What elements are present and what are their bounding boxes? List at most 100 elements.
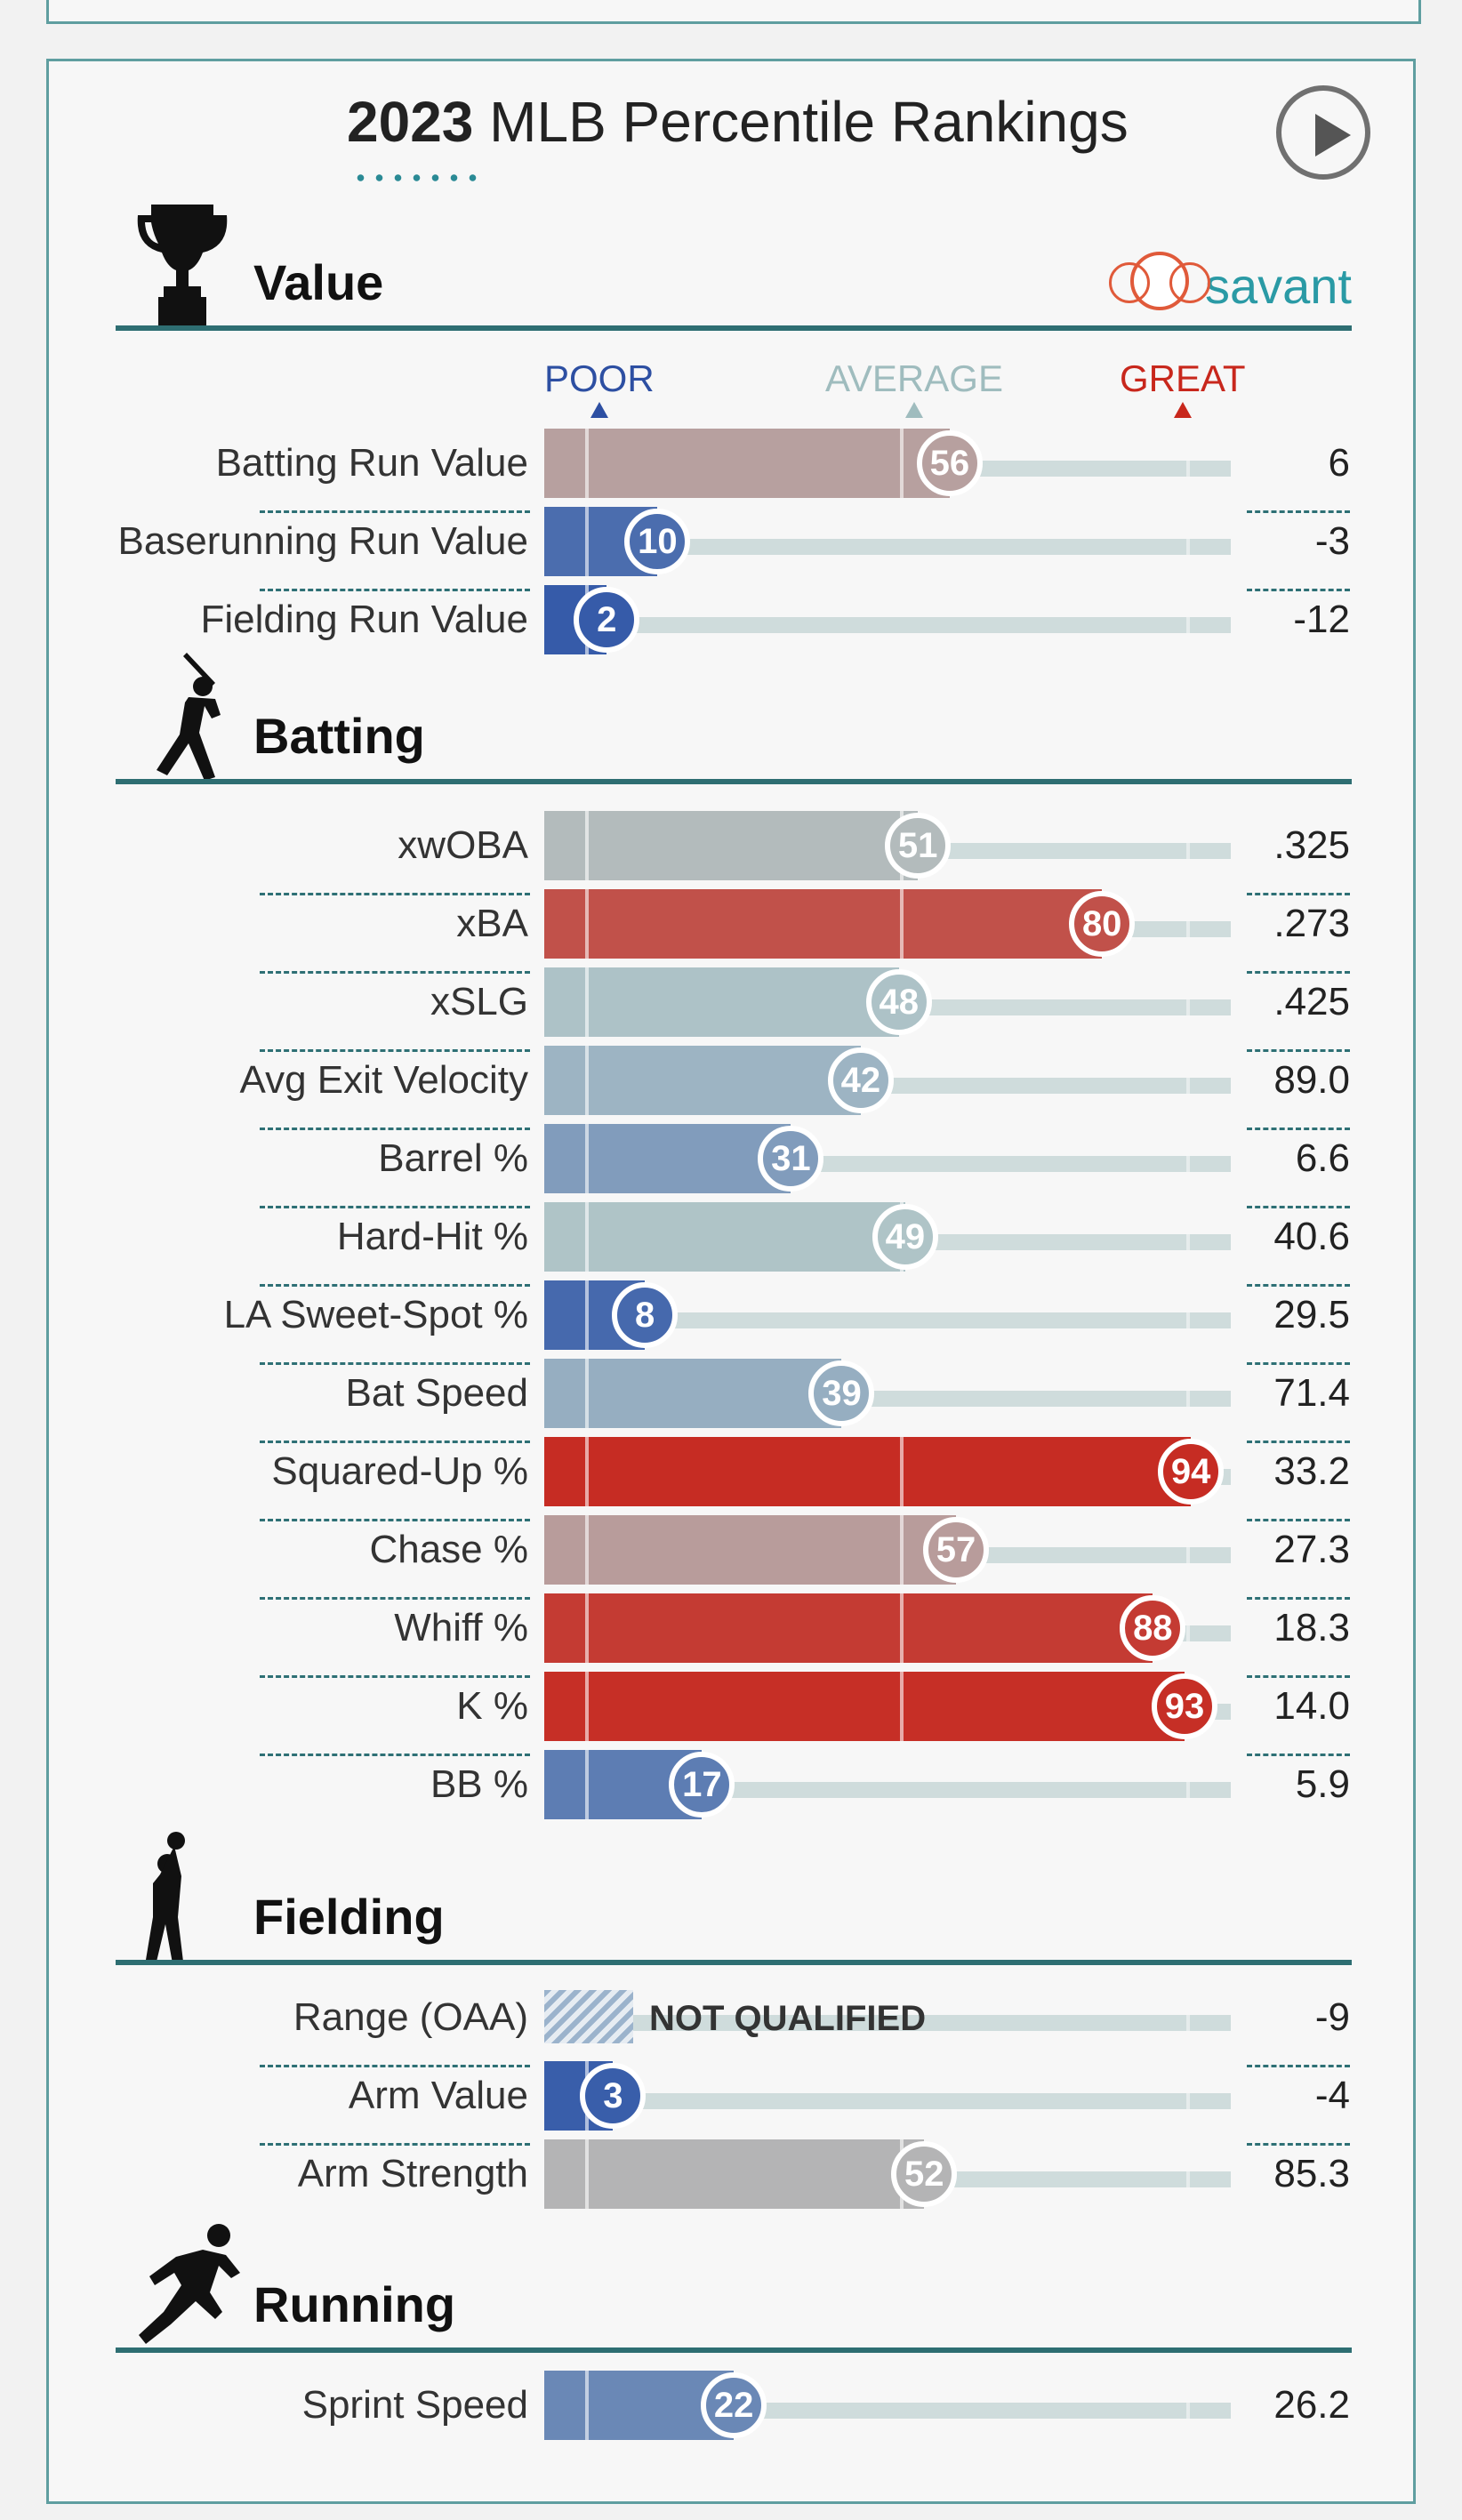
percentile-badge: 57	[922, 1517, 989, 1583]
percentile-track	[630, 1782, 1231, 1798]
metric-row[interactable]: Hard-Hit % 49 40.6	[0, 1202, 1462, 1287]
percentile-badge: 94	[1158, 1439, 1225, 1505]
previous-card	[46, 0, 1421, 24]
great-marker-icon	[1173, 402, 1192, 418]
row-divider	[1247, 971, 1350, 974]
great-tick	[1186, 461, 1190, 477]
poor-tick	[585, 1593, 589, 1663]
metric-row[interactable]: Barrel % 31 6.6	[0, 1124, 1462, 1208]
percentile-badge: 8	[612, 1282, 679, 1348]
great-tick	[1186, 1391, 1190, 1407]
section-rule	[116, 325, 1352, 331]
poor-tick	[585, 1359, 589, 1428]
row-divider	[1247, 1284, 1350, 1287]
savant-text: savant	[1205, 258, 1352, 314]
average-tick	[900, 429, 904, 498]
poor-tick	[585, 1672, 589, 1741]
section-rule	[116, 779, 1352, 784]
metric-name: Avg Exit Velocity	[239, 1058, 528, 1102]
row-divider	[260, 2143, 530, 2146]
metric-row[interactable]: xSLG 48 .425	[0, 967, 1462, 1052]
metric-name: Barrel %	[378, 1136, 528, 1180]
metric-row[interactable]: Sprint Speed 22 26.2	[0, 2371, 1462, 2449]
metric-row[interactable]: K % 93 14.0	[0, 1672, 1462, 1756]
percentile-bar	[544, 1437, 1192, 1506]
stat-value: 5.9	[1295, 1762, 1350, 1806]
row-divider	[260, 1284, 530, 1287]
metric-row[interactable]: Batting Run Value 56 6	[0, 429, 1462, 513]
row-divider	[260, 2065, 530, 2067]
percentile-badge: 17	[669, 1752, 735, 1818]
row-divider	[260, 510, 530, 513]
great-tick	[1186, 617, 1190, 633]
metric-row[interactable]: BB % 17 5.9	[0, 1750, 1462, 1828]
row-divider	[1247, 1206, 1350, 1208]
poor-tick	[585, 967, 589, 1037]
percentile-badge: 3	[580, 2063, 647, 2129]
metric-row[interactable]: xBA 80 .273	[0, 889, 1462, 974]
great-tick	[1186, 2093, 1190, 2109]
percentile-track	[630, 1312, 1231, 1328]
metric-row[interactable]: xwOBA 51 .325	[0, 811, 1462, 895]
poor-tick	[585, 1437, 589, 1506]
stat-value: -12	[1293, 598, 1350, 641]
stat-value: -9	[1314, 1995, 1350, 2039]
great-tick	[1186, 1782, 1190, 1798]
percentile-badge: 39	[808, 1360, 875, 1426]
poor-tick	[585, 1750, 589, 1819]
poor-tick	[585, 1280, 589, 1350]
scale-poor-label: POOR	[544, 357, 655, 418]
percentile-bar	[544, 1124, 791, 1193]
percentile-badge: 31	[758, 1126, 824, 1192]
great-tick	[1186, 1547, 1190, 1563]
metric-row[interactable]: Squared-Up % 94 33.2	[0, 1437, 1462, 1521]
percentile-bar	[544, 1515, 956, 1585]
poor-tick	[585, 1046, 589, 1115]
metric-row[interactable]: Arm Value 3 -4	[0, 2061, 1462, 2146]
metric-name: Baserunning Run Value	[117, 519, 528, 563]
metric-name: Hard-Hit %	[336, 1215, 528, 1258]
metric-row[interactable]: Chase % 57 27.3	[0, 1515, 1462, 1600]
percentile-bar	[544, 967, 899, 1037]
metric-row[interactable]: Fielding Run Value 2 -12	[0, 585, 1462, 663]
great-tick	[1186, 2171, 1190, 2187]
metric-row[interactable]: Avg Exit Velocity 42 89.0	[0, 1046, 1462, 1130]
stat-value: 6	[1328, 441, 1350, 485]
row-divider	[260, 971, 530, 974]
average-tick	[900, 1515, 904, 1585]
row-divider	[1247, 1519, 1350, 1521]
scale-great-label: GREAT	[1120, 357, 1246, 418]
metric-row[interactable]: Range (OAA) NOT QUALIFIED -9	[0, 1983, 1462, 2067]
metric-name: K %	[456, 1684, 528, 1728]
row-divider	[260, 1441, 530, 1443]
stat-value: 27.3	[1273, 1528, 1350, 1571]
metric-name: xSLG	[430, 980, 528, 1023]
metric-row[interactable]: Arm Strength 52 85.3	[0, 2139, 1462, 2218]
percentile-track	[630, 2015, 1231, 2031]
section-title: Batting	[253, 708, 425, 764]
play-button[interactable]	[1276, 85, 1370, 180]
percentile-bar	[544, 1359, 842, 1428]
row-divider	[260, 1049, 530, 1052]
percentile-bar	[544, 429, 950, 498]
metric-name: xBA	[456, 902, 528, 945]
metric-row[interactable]: Whiff % 88 18.3	[0, 1593, 1462, 1678]
stat-value: 18.3	[1273, 1606, 1350, 1649]
scale-great-text: GREAT	[1120, 357, 1246, 399]
section-title: Value	[253, 254, 384, 310]
row-divider	[1247, 589, 1350, 591]
title-dots-decoration	[351, 174, 485, 181]
row-divider	[1247, 1441, 1350, 1443]
average-tick	[900, 1593, 904, 1663]
scale-average-text: AVERAGE	[825, 357, 1003, 399]
metric-row[interactable]: LA Sweet-Spot % 8 29.5	[0, 1280, 1462, 1365]
baseball-icon	[1109, 252, 1210, 310]
row-divider	[260, 893, 530, 895]
percentile-badge: 10	[624, 509, 691, 574]
metric-row[interactable]: Bat Speed 39 71.4	[0, 1359, 1462, 1443]
metric-name: Arm Value	[348, 2074, 528, 2117]
stat-value: 14.0	[1273, 1684, 1350, 1728]
metric-row[interactable]: Baserunning Run Value 10 -3	[0, 507, 1462, 591]
great-tick	[1186, 1234, 1190, 1250]
savant-logo[interactable]: savant	[1109, 252, 1352, 315]
